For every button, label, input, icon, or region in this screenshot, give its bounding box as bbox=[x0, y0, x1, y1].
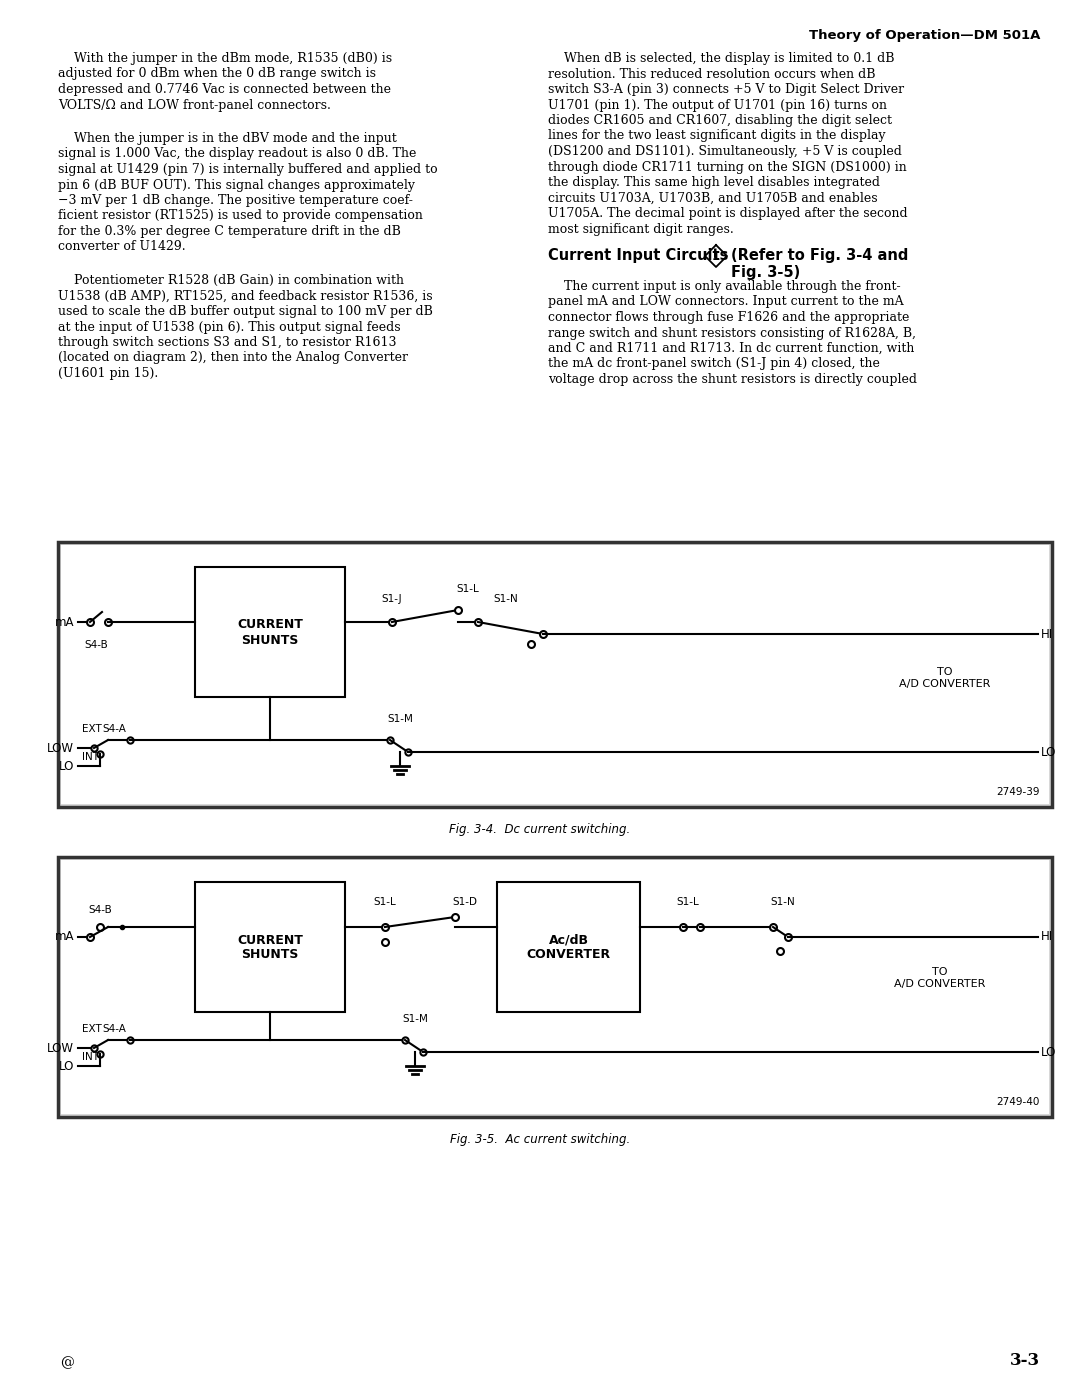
Text: signal is 1.000 Vac, the display readout is also 0 dB. The: signal is 1.000 Vac, the display readout… bbox=[58, 148, 417, 161]
Text: S1-M: S1-M bbox=[387, 714, 413, 724]
Text: 3-3: 3-3 bbox=[1010, 1352, 1040, 1369]
Text: HI: HI bbox=[1041, 627, 1053, 640]
Text: LOW: LOW bbox=[48, 742, 75, 754]
Text: INT: INT bbox=[82, 752, 99, 761]
Text: S1-D: S1-D bbox=[453, 897, 477, 907]
Text: VOLTS/Ω and LOW front-panel connectors.: VOLTS/Ω and LOW front-panel connectors. bbox=[58, 99, 330, 112]
Text: U1538 (dB AMP), RT1525, and feedback resistor R1536, is: U1538 (dB AMP), RT1525, and feedback res… bbox=[58, 289, 433, 303]
Text: TO: TO bbox=[937, 666, 953, 678]
Text: the mA dc front-panel switch (S1-J pin 4) closed, the: the mA dc front-panel switch (S1-J pin 4… bbox=[548, 358, 880, 370]
Text: mA: mA bbox=[54, 930, 75, 943]
Text: CONVERTER: CONVERTER bbox=[526, 949, 610, 961]
Text: switch S3-A (pin 3) connects +5 V to Digit Select Driver: switch S3-A (pin 3) connects +5 V to Dig… bbox=[548, 82, 904, 96]
Text: CURRENT: CURRENT bbox=[238, 619, 302, 631]
Text: panel mA and LOW connectors. Input current to the mA: panel mA and LOW connectors. Input curre… bbox=[548, 296, 904, 309]
Text: ficient resistor (RT1525) is used to provide compensation: ficient resistor (RT1525) is used to pro… bbox=[58, 210, 423, 222]
Text: S1-L: S1-L bbox=[374, 897, 396, 907]
Text: (Refer to Fig. 3-4 and
Fig. 3-5): (Refer to Fig. 3-4 and Fig. 3-5) bbox=[731, 249, 908, 281]
Text: S1-N: S1-N bbox=[771, 897, 795, 907]
Text: S1-J: S1-J bbox=[381, 594, 403, 604]
Text: through diode CR1711 turning on the SIGN (DS1000) in: through diode CR1711 turning on the SIGN… bbox=[548, 161, 907, 173]
Text: (located on diagram 2), then into the Analog Converter: (located on diagram 2), then into the An… bbox=[58, 352, 408, 365]
Text: U1705A. The decimal point is displayed after the second: U1705A. The decimal point is displayed a… bbox=[548, 207, 907, 219]
Text: for the 0.3% per degree C temperature drift in the dB: for the 0.3% per degree C temperature dr… bbox=[58, 225, 401, 237]
Bar bbox=[60, 861, 1049, 1113]
Text: Ac/dB: Ac/dB bbox=[549, 933, 589, 947]
Text: resolution. This reduced resolution occurs when dB: resolution. This reduced resolution occu… bbox=[548, 67, 876, 81]
Text: LO: LO bbox=[58, 760, 75, 773]
Text: S1-L: S1-L bbox=[457, 584, 480, 594]
Text: range switch and shunt resistors consisting of R1628A, B,: range switch and shunt resistors consist… bbox=[548, 327, 916, 339]
Text: at the input of U1538 (pin 6). This output signal feeds: at the input of U1538 (pin 6). This outp… bbox=[58, 320, 401, 334]
Text: 2749-39: 2749-39 bbox=[997, 787, 1040, 798]
Text: U1701 (pin 1). The output of U1701 (pin 16) turns on: U1701 (pin 1). The output of U1701 (pin … bbox=[548, 99, 887, 112]
Text: S1-N: S1-N bbox=[494, 594, 518, 604]
Text: INT: INT bbox=[82, 1052, 99, 1062]
Text: S4-A: S4-A bbox=[103, 1024, 126, 1034]
Bar bbox=[60, 545, 1049, 805]
Text: S1-L: S1-L bbox=[677, 897, 700, 907]
Text: Current Input Circuits: Current Input Circuits bbox=[548, 249, 733, 263]
Text: With the jumper in the dBm mode, R1535 (dB0) is: With the jumper in the dBm mode, R1535 (… bbox=[58, 52, 392, 66]
Text: A/D CONVERTER: A/D CONVERTER bbox=[900, 679, 990, 689]
Text: diodes CR1605 and CR1607, disabling the digit select: diodes CR1605 and CR1607, disabling the … bbox=[548, 115, 892, 127]
Text: (U1601 pin 15).: (U1601 pin 15). bbox=[58, 367, 159, 380]
Bar bbox=[58, 856, 1052, 1118]
Text: −3 mV per 1 dB change. The positive temperature coef-: −3 mV per 1 dB change. The positive temp… bbox=[58, 194, 413, 207]
Text: S4-A: S4-A bbox=[103, 724, 126, 733]
Text: (DS1200 and DS1101). Simultaneously, +5 V is coupled: (DS1200 and DS1101). Simultaneously, +5 … bbox=[548, 145, 902, 158]
Text: Fig. 3-5.  Ac current switching.: Fig. 3-5. Ac current switching. bbox=[450, 1133, 630, 1146]
Text: adjusted for 0 dBm when the 0 dB range switch is: adjusted for 0 dBm when the 0 dB range s… bbox=[58, 67, 376, 81]
Text: LO: LO bbox=[1041, 746, 1056, 759]
Text: through switch sections S3 and S1, to resistor R1613: through switch sections S3 and S1, to re… bbox=[58, 337, 396, 349]
Text: voltage drop across the shunt resistors is directly coupled: voltage drop across the shunt resistors … bbox=[548, 373, 917, 386]
Bar bbox=[58, 542, 1052, 807]
Text: S1-M: S1-M bbox=[402, 1014, 428, 1024]
Text: the display. This same high level disables integrated: the display. This same high level disabl… bbox=[548, 176, 880, 189]
Text: 1: 1 bbox=[712, 250, 720, 263]
Text: CURRENT: CURRENT bbox=[238, 933, 302, 947]
Text: pin 6 (dB BUF OUT). This signal changes approximately: pin 6 (dB BUF OUT). This signal changes … bbox=[58, 179, 415, 191]
Bar bbox=[497, 882, 640, 1011]
Bar bbox=[195, 567, 345, 697]
Text: LO: LO bbox=[1041, 1045, 1056, 1059]
Text: Fig. 3-4.  Dc current switching.: Fig. 3-4. Dc current switching. bbox=[449, 823, 631, 835]
Text: SHUNTS: SHUNTS bbox=[241, 633, 299, 647]
Text: connector flows through fuse F1626 and the appropriate: connector flows through fuse F1626 and t… bbox=[548, 312, 909, 324]
Text: A/D CONVERTER: A/D CONVERTER bbox=[894, 979, 986, 989]
Text: most significant digit ranges.: most significant digit ranges. bbox=[548, 222, 733, 236]
Text: HI: HI bbox=[1041, 930, 1053, 943]
Text: depressed and 0.7746 Vac is connected between the: depressed and 0.7746 Vac is connected be… bbox=[58, 82, 391, 96]
Text: lines for the two least significant digits in the display: lines for the two least significant digi… bbox=[548, 130, 886, 142]
Text: @: @ bbox=[60, 1355, 73, 1369]
Text: and C and R1711 and R1713. In dc current function, with: and C and R1711 and R1713. In dc current… bbox=[548, 342, 915, 355]
Text: LO: LO bbox=[58, 1059, 75, 1073]
Text: used to scale the dB buffer output signal to 100 mV per dB: used to scale the dB buffer output signa… bbox=[58, 305, 433, 319]
Text: 2749-40: 2749-40 bbox=[997, 1097, 1040, 1106]
Text: EXT: EXT bbox=[82, 1024, 102, 1034]
Text: circuits U1703A, U1703B, and U1705B and enables: circuits U1703A, U1703B, and U1705B and … bbox=[548, 191, 878, 204]
Text: Theory of Operation—DM 501A: Theory of Operation—DM 501A bbox=[809, 29, 1040, 42]
Text: TO: TO bbox=[932, 967, 948, 977]
Text: When the jumper is in the dBV mode and the input: When the jumper is in the dBV mode and t… bbox=[58, 131, 396, 145]
Text: The current input is only available through the front-: The current input is only available thro… bbox=[548, 279, 901, 293]
Text: S4-B: S4-B bbox=[89, 905, 112, 915]
Text: When dB is selected, the display is limited to 0.1 dB: When dB is selected, the display is limi… bbox=[548, 52, 894, 66]
Text: SHUNTS: SHUNTS bbox=[241, 949, 299, 961]
Text: signal at U1429 (pin 7) is internally buffered and applied to: signal at U1429 (pin 7) is internally bu… bbox=[58, 163, 437, 176]
Text: EXT: EXT bbox=[82, 724, 102, 733]
Text: converter of U1429.: converter of U1429. bbox=[58, 240, 186, 253]
Text: mA: mA bbox=[54, 616, 75, 629]
Text: Potentiometer R1528 (dB Gain) in combination with: Potentiometer R1528 (dB Gain) in combina… bbox=[58, 274, 404, 286]
Text: S4-B: S4-B bbox=[84, 640, 108, 650]
Text: LOW: LOW bbox=[48, 1042, 75, 1055]
Bar bbox=[195, 882, 345, 1011]
